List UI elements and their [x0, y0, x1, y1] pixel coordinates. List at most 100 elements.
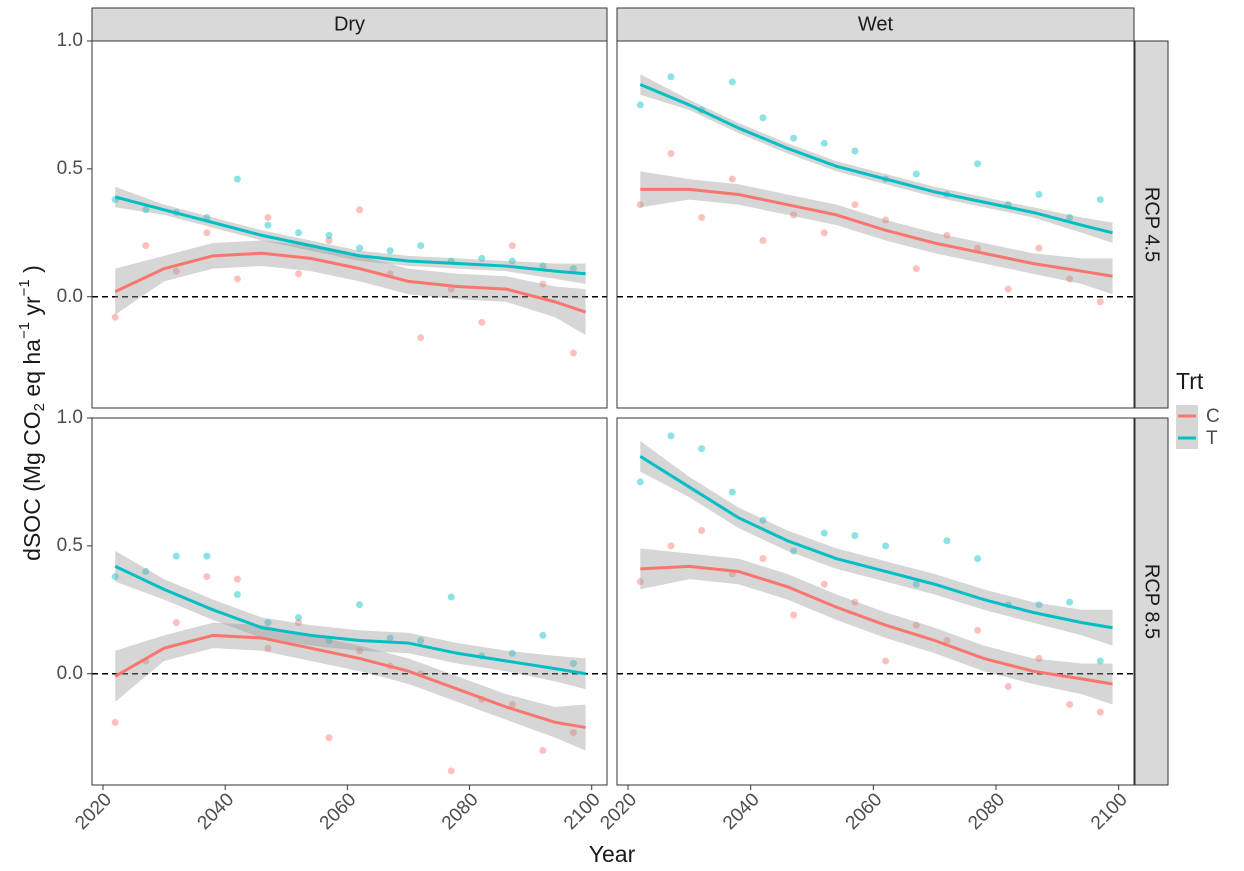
point — [111, 573, 119, 581]
point — [943, 231, 951, 239]
point — [356, 601, 364, 609]
y-title-sup: −1 — [16, 322, 33, 339]
point — [233, 175, 241, 183]
point — [1004, 683, 1012, 691]
strip — [1134, 417, 1169, 786]
y-title-part: eq ha — [19, 339, 45, 403]
point — [264, 221, 272, 229]
point — [820, 580, 828, 588]
strip-label: RCP 8.5 — [1141, 564, 1163, 639]
point — [172, 267, 180, 275]
panel: 0.0 0.5 1.0 — [57, 30, 607, 408]
panel: 2020 2040 2060 2080 2100 — [596, 418, 1134, 834]
point — [698, 527, 706, 535]
point — [1096, 657, 1104, 665]
point — [417, 334, 425, 342]
point — [667, 150, 675, 158]
point — [1004, 285, 1012, 293]
smooth-line — [114, 633, 586, 729]
x-tick-label: 2060 — [316, 789, 361, 834]
point — [569, 729, 577, 737]
smooth-line — [639, 83, 1113, 235]
point — [851, 201, 859, 209]
point — [539, 280, 547, 288]
point — [636, 101, 644, 109]
panel-background — [92, 418, 607, 785]
point — [667, 432, 675, 440]
point — [974, 555, 982, 563]
point — [1066, 700, 1074, 708]
panel-border — [91, 40, 608, 409]
point — [142, 567, 150, 575]
smooth-line — [114, 195, 586, 276]
point — [912, 580, 920, 588]
point — [569, 265, 577, 273]
x-tick-label: 2040 — [719, 789, 764, 834]
point — [111, 718, 119, 726]
point — [203, 552, 211, 560]
point — [912, 621, 920, 629]
point — [667, 73, 675, 81]
point — [667, 542, 675, 550]
x-tick-label: 2080 — [964, 789, 1009, 834]
confidence-band — [115, 186, 586, 284]
point — [356, 647, 364, 655]
point — [356, 244, 364, 252]
point — [943, 537, 951, 545]
y-axis-title: dSOC (Mg CO2 eq ha−1 yr−1 ) — [16, 265, 48, 561]
panel: 0.0 0.5 1.0 2020 2040 2060 2080 2100 — [57, 407, 607, 834]
point — [508, 700, 516, 708]
point — [325, 231, 333, 239]
panel-border — [616, 417, 1135, 786]
point — [142, 206, 150, 214]
point — [417, 242, 425, 250]
point — [698, 445, 706, 453]
point — [1035, 190, 1043, 198]
strip-label: RCP 4.5 — [1141, 187, 1163, 262]
point — [447, 767, 455, 775]
point — [264, 644, 272, 652]
point — [325, 734, 333, 742]
panel-border — [616, 40, 1135, 409]
strip-label: Wet — [858, 13, 894, 35]
point — [790, 211, 798, 219]
point — [698, 213, 706, 221]
smooth-line — [640, 187, 1113, 278]
point — [386, 634, 394, 642]
smooth-line — [640, 564, 1113, 686]
x-tick-label: 2100 — [1087, 789, 1132, 834]
point — [1035, 244, 1043, 252]
point — [943, 637, 951, 645]
panel-background — [617, 418, 1134, 785]
y-title-part: yr — [19, 296, 45, 322]
x-tick-label: 2020 — [71, 789, 116, 834]
point — [172, 552, 180, 560]
point — [636, 578, 644, 586]
point — [790, 611, 798, 619]
confidence-band — [640, 441, 1113, 646]
point — [264, 619, 272, 627]
panel — [617, 41, 1134, 408]
point — [569, 349, 577, 357]
point — [569, 660, 577, 668]
panel-background — [92, 41, 607, 408]
point — [539, 746, 547, 754]
strip — [616, 7, 1135, 42]
point — [820, 139, 828, 147]
point — [636, 201, 644, 209]
confidence-band — [115, 622, 586, 751]
legend-title: Trt — [1176, 368, 1204, 394]
point — [356, 206, 364, 214]
confidence-band — [115, 240, 586, 336]
point — [912, 265, 920, 273]
point — [728, 488, 736, 496]
point — [386, 247, 394, 255]
point — [1035, 601, 1043, 609]
point — [759, 516, 767, 524]
point — [851, 147, 859, 155]
y-tick-label: 1.0 — [57, 407, 83, 428]
point — [294, 270, 302, 278]
smooth-line — [639, 455, 1113, 630]
point — [233, 275, 241, 283]
point — [1096, 708, 1104, 716]
